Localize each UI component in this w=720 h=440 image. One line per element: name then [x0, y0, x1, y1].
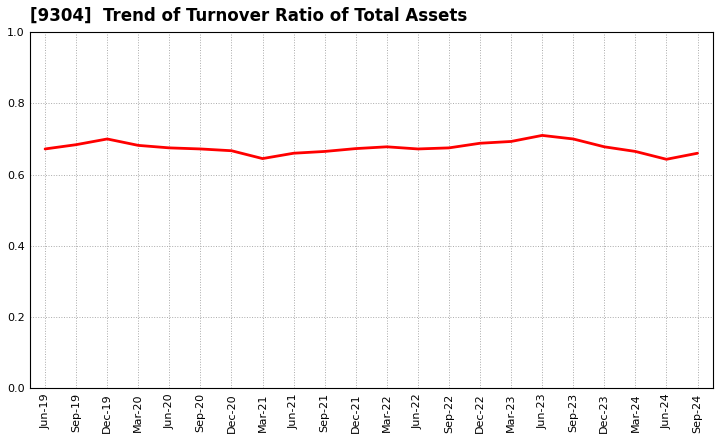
- Text: [9304]  Trend of Turnover Ratio of Total Assets: [9304] Trend of Turnover Ratio of Total …: [30, 7, 467, 25]
